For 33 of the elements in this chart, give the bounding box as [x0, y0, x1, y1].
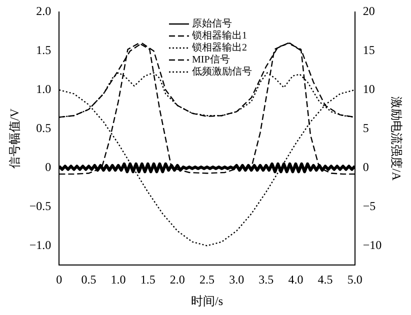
legend-label: MIP信号 — [192, 54, 230, 66]
y2-tick-label: −5 — [362, 198, 376, 213]
x-tick-label: 0.5 — [81, 272, 96, 287]
y-tick-label: −0.5 — [29, 198, 52, 213]
y2-tick-label: 20 — [362, 4, 375, 18]
x-tick-label: 2.5 — [200, 272, 214, 287]
x-tick-label: 4.0 — [288, 272, 304, 287]
legend-label: 低频激励信号 — [192, 66, 252, 78]
y-axis-title: 信号幅值/V — [7, 108, 22, 169]
y2-tick-label: 15 — [362, 43, 375, 58]
x-tick-label: 1.5 — [140, 272, 156, 287]
y-tick-label: −1.0 — [29, 238, 52, 252]
legend-label: 锁相器输出1 — [191, 30, 247, 42]
y2-tick-label: −10 — [362, 238, 382, 252]
y2-tick-label: 10 — [362, 82, 375, 96]
legend-label: 原始信号 — [192, 18, 232, 30]
x-tick-label: 2.0 — [170, 272, 185, 287]
x-tick-label: 3.5 — [258, 272, 274, 287]
y-tick-label: 1.5 — [36, 43, 52, 58]
y2-axis-title: 激励电流强度/A — [390, 96, 404, 181]
x-tick-label: 5.0 — [347, 272, 362, 287]
legend-label: 锁相器输出2 — [191, 42, 247, 54]
x-tick-label: 4.5 — [318, 272, 333, 287]
y-tick-label: 0.5 — [36, 121, 52, 136]
y-tick-label: 2.0 — [36, 4, 52, 18]
y-tick-label: 1.0 — [36, 82, 52, 96]
x-tick-label: 0 — [56, 272, 62, 287]
x-tick-label: 1.0 — [110, 272, 126, 287]
y-tick-label: 0 — [45, 160, 52, 174]
y2-tick-label: 5 — [362, 121, 369, 136]
y2-tick-label: 0 — [362, 160, 369, 174]
x-axis-title: 时间/s — [190, 294, 224, 308]
x-tick-label: 3.0 — [229, 272, 244, 287]
